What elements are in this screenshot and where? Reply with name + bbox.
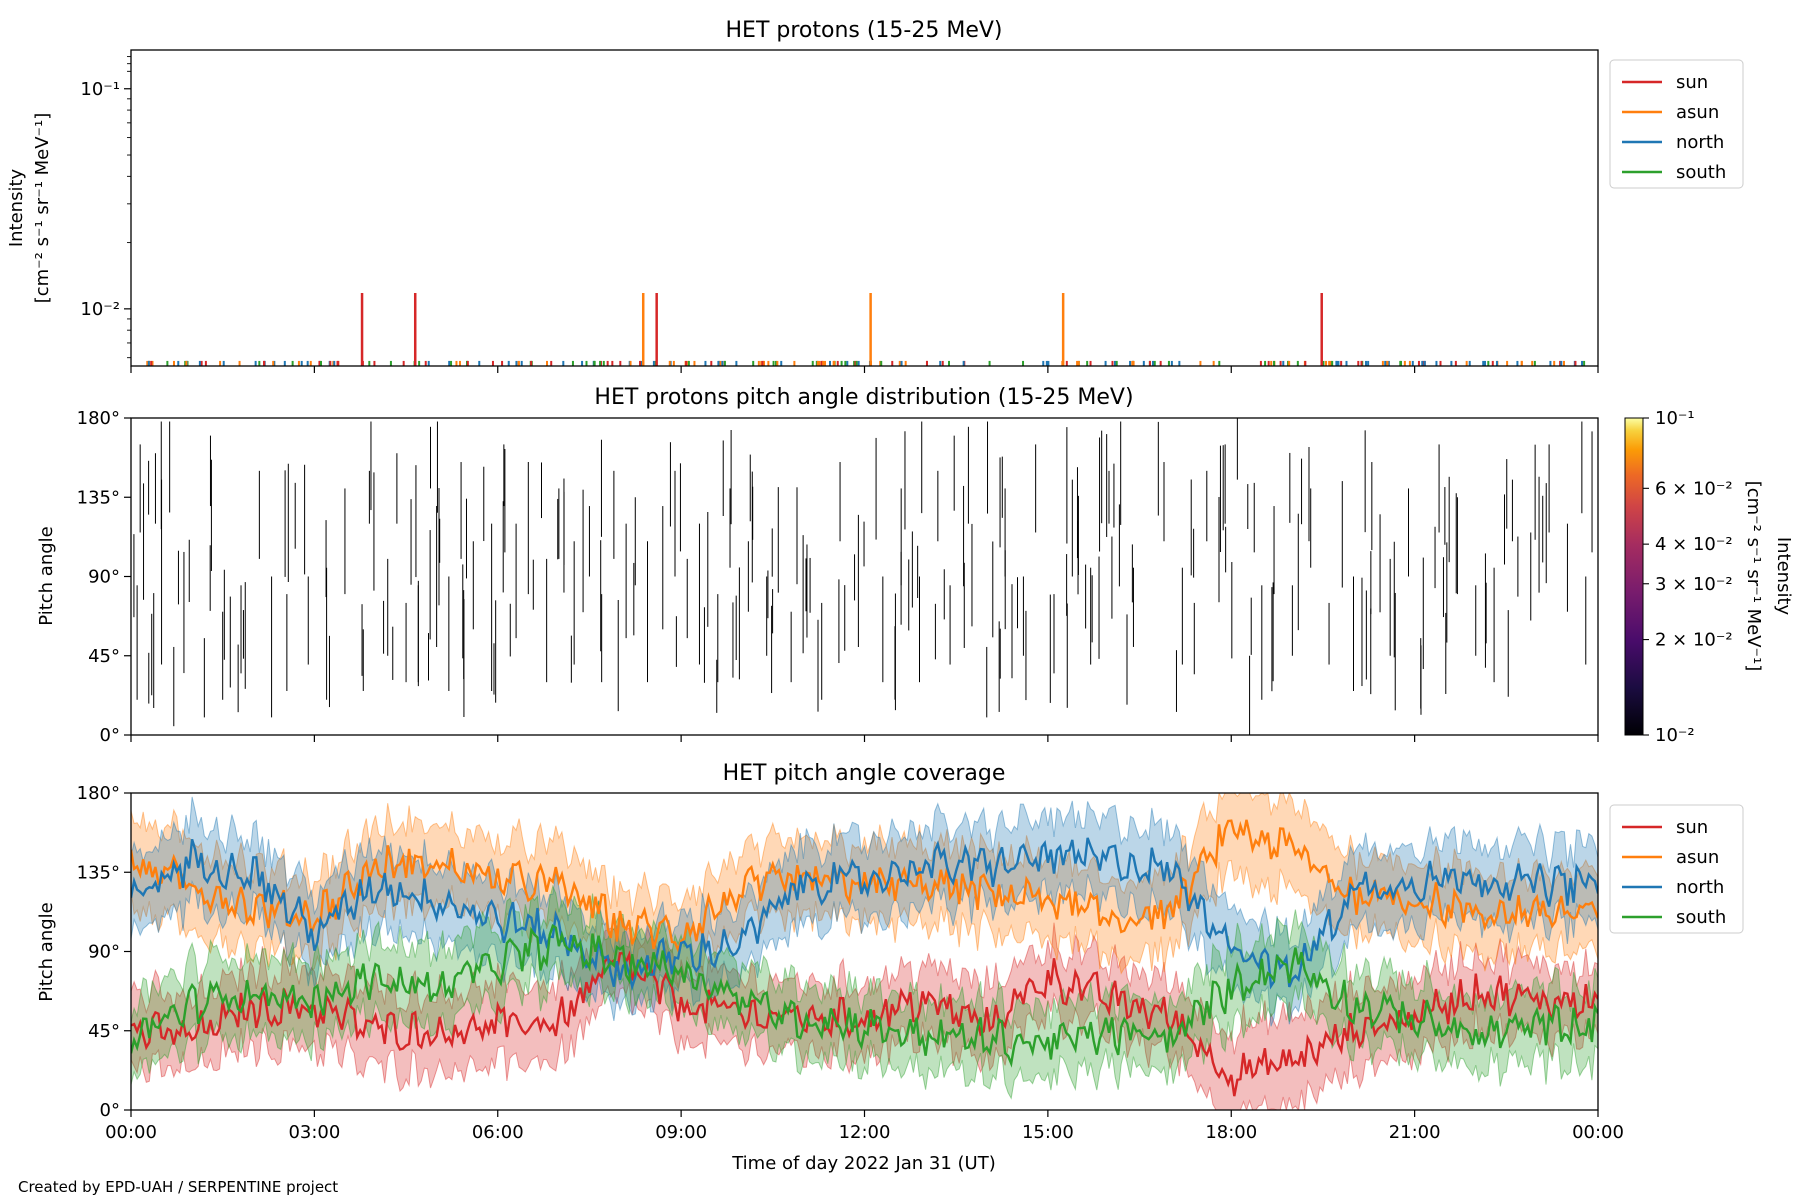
- coverage-line-north: [131, 837, 1598, 992]
- x-tick-label: 21:00: [1389, 1122, 1441, 1143]
- panel2-x-ticks: [130, 735, 1599, 742]
- y-tick-label: 10⁻¹: [80, 79, 120, 100]
- y-tick-label: 90°: [88, 942, 120, 963]
- panel-pitch-coverage: HET pitch angle coverage 0° 45° 90° 135° 180…: [36, 761, 1744, 1174]
- coverage-line-south: [131, 924, 1598, 1068]
- x-tick-label: 03:00: [288, 1122, 340, 1143]
- panel3-frame: [130, 792, 1599, 1111]
- panel1-y-label-line2: [cm⁻² s⁻¹ sr⁻¹ MeV⁻¹]: [32, 113, 53, 304]
- panel2-frame: [130, 417, 1599, 736]
- x-tick-label: 00:00: [1572, 1122, 1624, 1143]
- legend-box: [1609, 804, 1744, 934]
- panel3-x-ticks: 00:00 03:00 06:00 09:00 12:00 15:00 18:00 21:00…: [105, 1110, 1624, 1143]
- panel2-y-ticks: 0° 45° 90° 135° 180°: [77, 408, 131, 746]
- legend-label-asun: asun: [1676, 847, 1719, 868]
- coverage-band-north: [131, 796, 1598, 1027]
- x-tick-label: 06:00: [472, 1122, 524, 1143]
- panel3-marks: [131, 793, 1598, 1110]
- y-tick-label: 10⁻²: [80, 299, 120, 320]
- colorbar-tick-label: 6 × 10⁻²: [1655, 478, 1733, 499]
- panel3-y-label: Pitch angle: [36, 902, 57, 1001]
- coverage-line-sun: [131, 950, 1598, 1097]
- legend-label-north: north: [1676, 877, 1724, 898]
- panel-intensity: HET protons (15-25 MeV) 10⁻¹ 10⁻² Intensi…: [6, 18, 1744, 373]
- legend-label-north: north: [1676, 132, 1724, 153]
- legend-label-south: south: [1676, 162, 1726, 183]
- y-tick-label: 180°: [77, 783, 120, 804]
- colorbar-tick-label: 4 × 10⁻²: [1655, 534, 1733, 555]
- colorbar-tick-label: 10⁻²: [1655, 725, 1695, 746]
- colorbar-tick-label: 10⁻¹: [1655, 408, 1695, 429]
- panel2-marks: [133, 418, 1593, 735]
- y-tick-label: 180°: [77, 408, 120, 429]
- colorbar-ticks: 10⁻¹ 6 × 10⁻² 4 × 10⁻² 3 × 10⁻² 2 × 10⁻² 10⁻²: [1643, 408, 1733, 746]
- y-tick-label: 135°: [77, 862, 120, 883]
- panel1-x-ticks: [130, 366, 1599, 373]
- panel1-y-ticks: 10⁻¹ 10⁻²: [80, 56, 131, 359]
- legend-label-sun: sun: [1676, 72, 1708, 93]
- x-tick-label: 15:00: [1022, 1122, 1074, 1143]
- panel1-legend: sun asun north south: [1609, 59, 1744, 189]
- panel3-legend: sun asun north south: [1609, 804, 1744, 934]
- x-tick-label: 12:00: [839, 1122, 891, 1143]
- panel1-frame: [130, 49, 1599, 367]
- legend-label-south: south: [1676, 907, 1726, 928]
- panel1-title: HET protons (15-25 MeV): [726, 18, 1003, 43]
- panel3-title: HET pitch angle coverage: [723, 761, 1006, 786]
- panel-pitch-distribution: HET protons pitch angle distribution (15…: [36, 385, 1794, 746]
- x-tick-label: 00:00: [105, 1122, 157, 1143]
- colorbar-tick-label: 3 × 10⁻²: [1655, 574, 1733, 595]
- colorbar-gradient: [1624, 417, 1644, 736]
- x-tick-label: 09:00: [655, 1122, 707, 1143]
- colorbar-tick-label: 2 × 10⁻²: [1655, 630, 1733, 651]
- x-tick-label: 18:00: [1205, 1122, 1257, 1143]
- legend-label-asun: asun: [1676, 102, 1719, 123]
- y-tick-label: 90°: [88, 567, 120, 588]
- legend-label-sun: sun: [1676, 817, 1708, 838]
- panel1-y-label-line1: Intensity: [6, 168, 27, 247]
- panel3-y-ticks: 0° 45° 90° 135° 180°: [77, 783, 131, 1121]
- panel1-marks: [146, 293, 1586, 366]
- y-tick-label: 135°: [77, 487, 120, 508]
- legend-box: [1609, 59, 1744, 189]
- y-tick-label: 45°: [88, 646, 120, 667]
- panel2-y-label: Pitch angle: [36, 526, 57, 625]
- panel2-title: HET protons pitch angle distribution (15…: [594, 385, 1133, 410]
- y-tick-label: 0°: [100, 1100, 120, 1121]
- y-tick-label: 45°: [88, 1021, 120, 1042]
- y-tick-label: 0°: [100, 725, 120, 746]
- panel3-x-label: Time of day 2022 Jan 31 (UT): [731, 1153, 996, 1174]
- colorbar-label: Intensity: [1773, 537, 1794, 616]
- footer-credit: Created by EPD-UAH / SERPENTINE project: [18, 1178, 338, 1196]
- colorbar-label-units: [cm⁻² s⁻¹ sr⁻¹ MeV⁻¹]: [1743, 481, 1764, 672]
